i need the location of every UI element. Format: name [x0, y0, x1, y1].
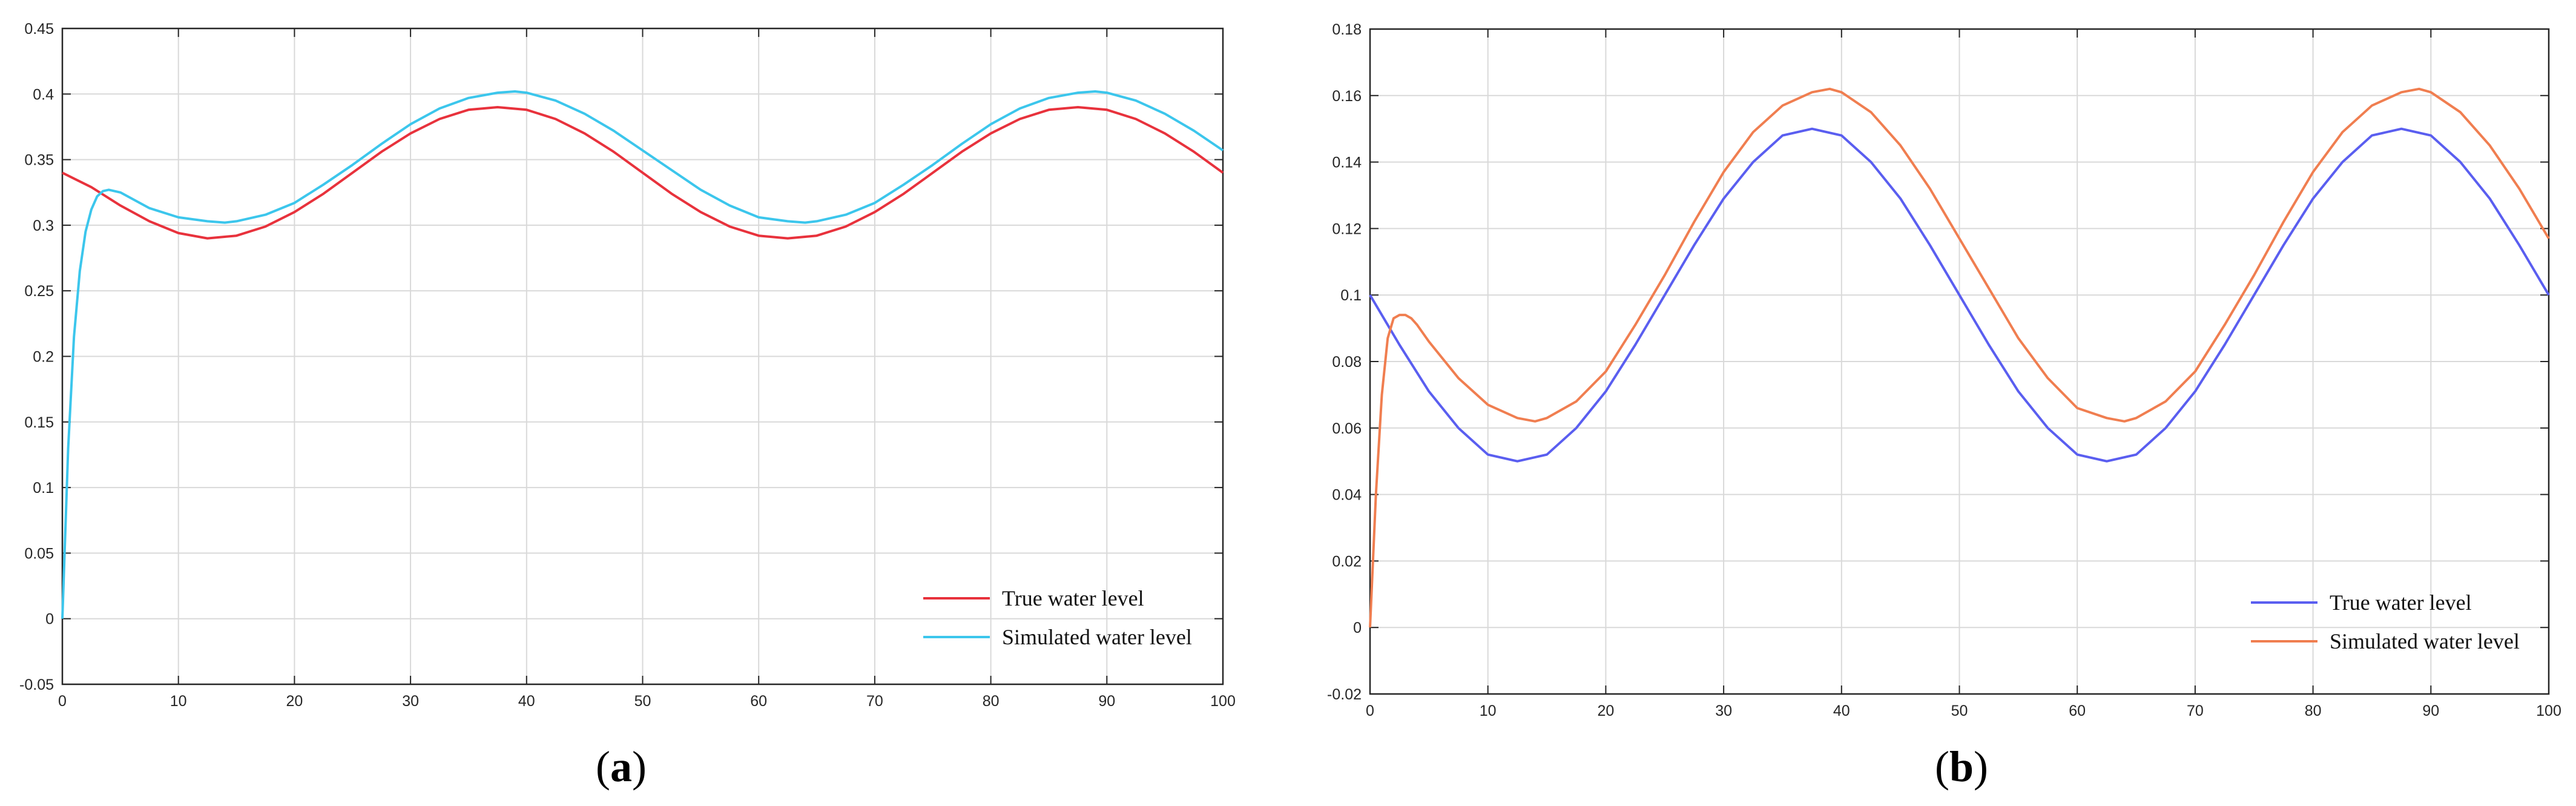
- y-tick-label: 0.04: [1332, 487, 1362, 504]
- x-tick-label: 70: [2187, 702, 2204, 719]
- y-tick-label: 0.35: [24, 152, 54, 169]
- x-tick-label: 90: [1098, 693, 1115, 710]
- panel-label: (a): [596, 742, 647, 791]
- chart-panel-a: 0 10 20 30 40 50 60 70 80 90 100-0.0500.050.10.150…: [19, 21, 1236, 791]
- y-tick-label: 0.45: [24, 21, 54, 38]
- series-line-simulated-water-level: [1369, 87, 2550, 628]
- y-tick-label: 0.14: [1332, 154, 1362, 171]
- legend: True water level Simulated water level: [2251, 590, 2520, 653]
- y-tick-label: 0.15: [24, 414, 54, 431]
- x-tick-label: 100: [1210, 693, 1236, 710]
- x-tick-label: 40: [518, 693, 535, 710]
- x-tick-label: 10: [170, 693, 187, 710]
- legend-label: True water level: [2330, 590, 2472, 615]
- y-tick-label: 0.25: [24, 283, 54, 300]
- y-tick-label: 0.12: [1332, 220, 1362, 237]
- y-tick-label: -0.02: [1327, 686, 1362, 703]
- y-tick-label: 0: [1353, 619, 1362, 636]
- x-tick-label: 20: [286, 693, 303, 710]
- legend-label: Simulated water level: [1002, 625, 1192, 649]
- series-line-simulated-water-level: [61, 90, 1224, 619]
- y-tick-label: 0.16: [1332, 88, 1362, 105]
- y-tick-label: 0.1: [33, 480, 54, 497]
- x-tick-label: 60: [750, 693, 767, 710]
- y-tick-label: 0.02: [1332, 553, 1362, 570]
- y-tick-label: 0.1: [1340, 287, 1362, 304]
- chart-panel-b: 0 10 20 30 40 50 60 70 80 90 100-0.0200.020.040.06…: [1327, 21, 2561, 791]
- x-tick-label: 70: [866, 693, 883, 710]
- legend-label: Simulated water level: [2330, 629, 2520, 653]
- x-tick-label: 100: [2536, 702, 2561, 719]
- x-tick-label: 80: [983, 693, 1000, 710]
- y-tick-label: 0.3: [33, 217, 54, 234]
- series-line-true-water-level: [1369, 127, 2550, 463]
- y-tick-label: 0.06: [1332, 420, 1362, 437]
- y-tick-label: 0.18: [1332, 21, 1362, 38]
- y-tick-label: -0.05: [19, 676, 54, 693]
- x-tick-label: 50: [1951, 702, 1968, 719]
- series-line-true-water-level: [62, 106, 1224, 240]
- x-tick-label: 80: [2305, 702, 2322, 719]
- x-tick-label: 50: [634, 693, 651, 710]
- x-tick-label: 40: [1833, 702, 1850, 719]
- x-tick-label: 90: [2422, 702, 2439, 719]
- y-tick-label: 0: [45, 611, 54, 628]
- y-tick-label: 0.4: [33, 86, 54, 103]
- x-tick-label: 60: [2069, 702, 2086, 719]
- panel-label: (b): [1935, 742, 1988, 791]
- legend-label: True water level: [1002, 586, 1144, 610]
- x-tick-label: 0: [58, 693, 67, 710]
- legend: True water level Simulated water level: [923, 586, 1192, 649]
- x-tick-label: 30: [1715, 702, 1732, 719]
- x-tick-label: 20: [1597, 702, 1614, 719]
- y-tick-label: 0.05: [24, 545, 54, 562]
- y-tick-label: 0.08: [1332, 354, 1362, 371]
- x-tick-label: 0: [1366, 702, 1374, 719]
- x-tick-label: 30: [402, 693, 419, 710]
- x-tick-label: 10: [1480, 702, 1497, 719]
- y-tick-label: 0.2: [33, 349, 54, 366]
